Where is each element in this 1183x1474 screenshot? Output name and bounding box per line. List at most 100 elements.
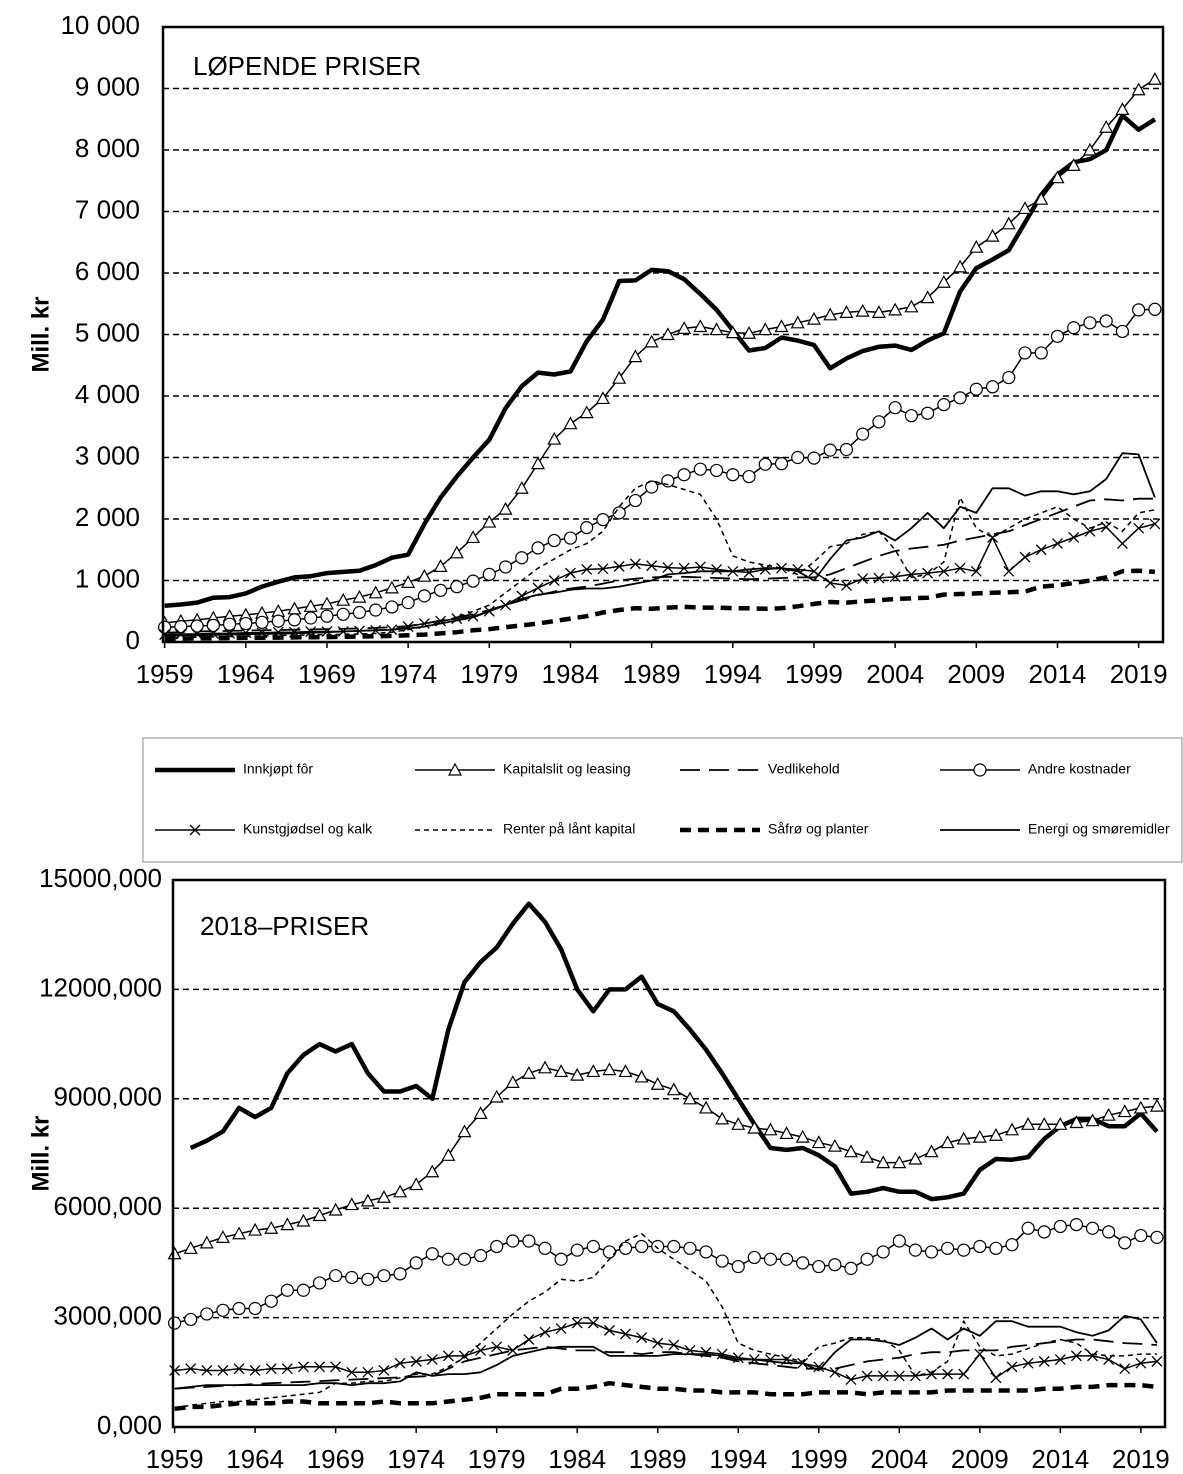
x-tick-label: 1974	[379, 659, 437, 689]
marker	[973, 1239, 987, 1254]
marker	[843, 1144, 858, 1158]
annotation: LØPENDE PRISER	[193, 51, 421, 81]
marker	[1115, 324, 1130, 339]
marker	[264, 1221, 279, 1234]
marker	[232, 1226, 247, 1240]
marker	[1116, 538, 1128, 550]
y-tick-label: 0	[126, 625, 140, 655]
x-tick-label: 2014	[1029, 659, 1087, 689]
marker	[401, 596, 415, 610]
marker	[595, 391, 610, 405]
marker	[877, 1370, 889, 1382]
marker	[1099, 314, 1113, 328]
marker	[1069, 1115, 1084, 1129]
marker	[523, 1334, 535, 1345]
marker	[554, 1064, 569, 1078]
marker	[602, 1062, 617, 1076]
marker	[731, 1259, 745, 1274]
marker	[1037, 1225, 1051, 1239]
marker	[811, 1135, 826, 1149]
marker	[620, 1328, 631, 1340]
marker	[280, 1283, 294, 1297]
marker	[296, 1283, 311, 1297]
marker	[764, 1354, 776, 1365]
marker	[936, 274, 951, 288]
marker	[554, 1252, 568, 1266]
marker	[957, 1243, 971, 1257]
marker	[555, 1323, 567, 1334]
marker	[547, 533, 561, 548]
marker	[158, 620, 172, 634]
marker	[360, 1193, 375, 1207]
marker	[1022, 1357, 1034, 1369]
marker	[264, 1294, 278, 1308]
marker	[667, 1239, 681, 1254]
marker	[700, 1346, 712, 1358]
marker	[369, 603, 383, 617]
marker	[393, 1184, 408, 1198]
marker	[1034, 191, 1049, 205]
marker	[352, 589, 367, 603]
marker	[490, 1239, 504, 1254]
marker	[990, 1372, 1002, 1384]
marker	[1133, 522, 1145, 534]
marker	[1021, 1117, 1036, 1130]
marker	[1085, 1113, 1100, 1127]
marker	[394, 1357, 406, 1369]
marker	[860, 1149, 875, 1163]
marker	[693, 319, 708, 333]
marker	[425, 1164, 440, 1178]
marker	[824, 577, 836, 589]
marker	[296, 1213, 311, 1227]
marker	[1069, 1218, 1084, 1232]
marker	[521, 1066, 536, 1079]
marker	[491, 1341, 503, 1353]
marker	[442, 1350, 454, 1362]
marker	[893, 1370, 905, 1382]
x-tick-label: 1994	[704, 659, 762, 689]
marker	[328, 1202, 343, 1216]
marker	[796, 1256, 810, 1270]
marker	[828, 1258, 842, 1272]
marker	[457, 1252, 472, 1266]
series-line	[164, 113, 1157, 608]
marker	[1003, 565, 1015, 577]
marker	[336, 592, 351, 606]
marker	[662, 562, 674, 574]
marker	[1115, 102, 1130, 116]
marker	[920, 290, 935, 304]
y-tick-label: 15000,000	[39, 863, 162, 893]
marker	[410, 1355, 422, 1367]
marker	[280, 1217, 295, 1231]
marker	[565, 567, 576, 579]
marker	[449, 545, 464, 559]
marker	[829, 1366, 841, 1378]
marker	[921, 406, 935, 420]
marker	[1054, 1354, 1066, 1365]
marker	[904, 409, 918, 423]
marker	[758, 322, 773, 336]
legend-label: Kunstgjødsel og kalk	[243, 821, 373, 837]
marker	[281, 1363, 293, 1375]
marker	[711, 563, 723, 575]
marker	[522, 1234, 536, 1248]
marker	[352, 605, 367, 620]
marker	[190, 619, 204, 633]
marker	[265, 1363, 277, 1375]
marker	[385, 600, 399, 614]
marker	[320, 609, 334, 623]
marker	[629, 558, 641, 570]
marker	[860, 1252, 874, 1266]
legend-marker	[447, 762, 463, 776]
marker	[538, 1241, 552, 1255]
marker	[892, 1234, 906, 1248]
marker	[1037, 1117, 1052, 1130]
marker	[1034, 346, 1048, 360]
marker	[731, 1117, 746, 1130]
marker	[726, 468, 740, 482]
marker	[987, 531, 999, 543]
marker	[248, 1301, 262, 1316]
legend-marker	[189, 824, 201, 836]
